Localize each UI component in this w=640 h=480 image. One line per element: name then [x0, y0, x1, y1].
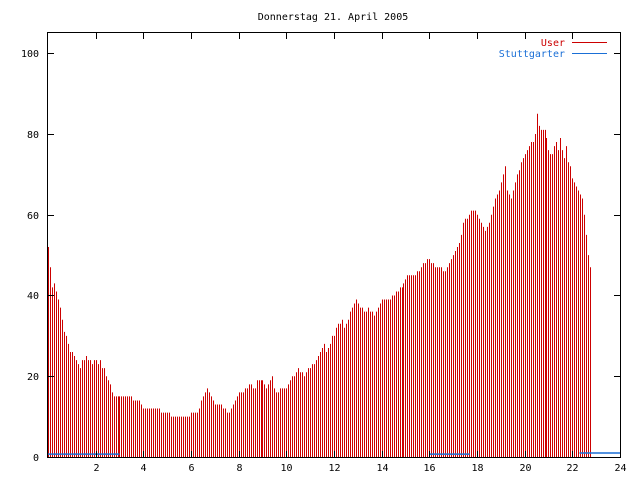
y-tick-label: 60 — [27, 211, 39, 222]
y-tick-label: 20 — [27, 372, 39, 383]
x-tick-label: 22 — [566, 463, 578, 474]
x-tick-label: 2 — [93, 463, 99, 474]
x-tick-label: 8 — [236, 463, 242, 474]
x-tick-label: 16 — [423, 463, 435, 474]
stuttgarter-series — [48, 452, 620, 455]
x-tick-label: 12 — [328, 463, 340, 474]
user-series-bars — [48, 113, 591, 457]
plot-frame — [47, 32, 621, 458]
y-tick-label: 0 — [33, 453, 39, 464]
y-tick-label: 80 — [27, 130, 39, 141]
x-tick-label: 10 — [280, 463, 292, 474]
y-tick-label: 100 — [21, 49, 39, 60]
x-axis-ticks: 2 4 6 8 10 12 14 16 18 20 22 24 — [93, 33, 627, 474]
chart-title: Donnerstag 21. April 2005 — [258, 12, 409, 23]
x-tick-label: 4 — [140, 463, 146, 474]
legend: User Stuttgarter — [499, 38, 607, 60]
y-axis-ticks: 0 20 40 60 80 100 — [21, 49, 620, 464]
legend-label-stuttgarter: Stuttgarter — [499, 49, 565, 60]
x-tick-label: 6 — [188, 463, 194, 474]
x-tick-label: 18 — [471, 463, 483, 474]
x-tick-label: 14 — [376, 463, 388, 474]
y-tick-label: 40 — [27, 291, 39, 302]
x-tick-label: 24 — [614, 463, 626, 474]
x-tick-label: 20 — [519, 463, 531, 474]
legend-label-user: User — [541, 38, 565, 49]
